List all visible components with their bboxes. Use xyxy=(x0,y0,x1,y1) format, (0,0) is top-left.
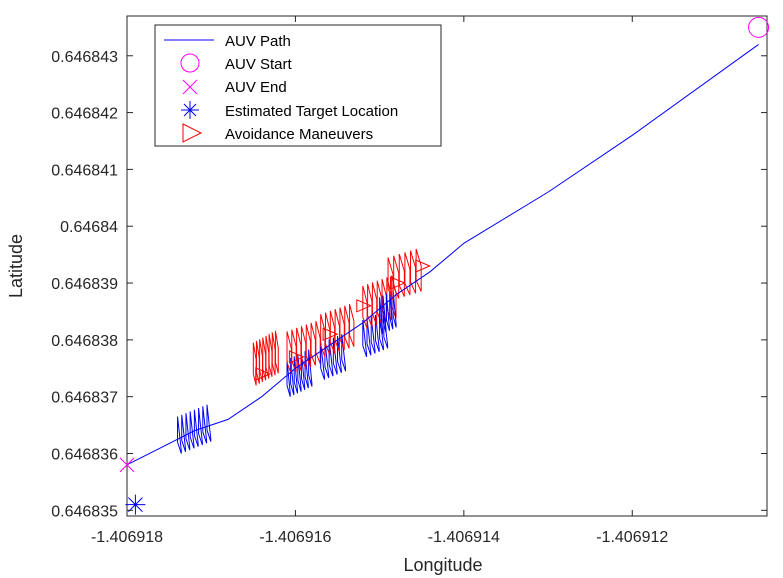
x-tick-label: -1.406914 xyxy=(428,529,500,546)
path-zigzag xyxy=(383,311,389,349)
auv-start-marker xyxy=(748,16,770,38)
legend-label-target: Estimated Target Location xyxy=(225,103,398,120)
path-zigzag xyxy=(290,357,295,396)
x-axis-label: Longitude xyxy=(403,555,482,575)
legend-box xyxy=(154,24,442,147)
y-axis-label: Latitude xyxy=(6,234,26,298)
legend-label-path: AUV Path xyxy=(225,33,291,50)
y-tick-label: 0.646839 xyxy=(51,276,118,293)
path-zigzag xyxy=(206,404,212,442)
path-zigzag xyxy=(286,359,291,397)
path-zigzag xyxy=(177,416,182,454)
path-zigzag xyxy=(304,351,309,389)
path-zigzag xyxy=(293,356,298,394)
y-tick-label: 0.646843 xyxy=(51,49,118,66)
path-zigzag xyxy=(185,413,191,451)
avoidance-marker xyxy=(255,367,272,381)
path-zigzag xyxy=(202,406,208,444)
y-tick-label: 0.64684 xyxy=(60,219,118,236)
y-tick-label: 0.646841 xyxy=(51,162,118,179)
y-tick-label: 0.646837 xyxy=(51,390,118,407)
target-location-marker xyxy=(125,494,146,515)
avoidance-zigzag xyxy=(398,253,405,297)
path-zigzag xyxy=(374,314,380,352)
path-zigzag xyxy=(328,339,334,377)
path-zigzag xyxy=(332,337,338,375)
avoidance-marker xyxy=(356,299,373,313)
path-zigzag xyxy=(308,349,313,387)
path-zigzag xyxy=(362,319,368,358)
path-zigzag xyxy=(198,407,203,446)
x-tick-label: -1.406918 xyxy=(91,529,163,546)
path-zigzag xyxy=(337,335,342,373)
axes-layer: -1.406918 -1.406916 -1.406914 -1.406912 0.64… xyxy=(51,16,767,546)
avoidance-marker xyxy=(389,276,406,290)
legend-start-swatch xyxy=(180,53,200,73)
x-tick-label: -1.406916 xyxy=(259,529,331,546)
avoidance-zigzag xyxy=(387,257,394,301)
legend-target-swatch xyxy=(181,101,199,119)
avoidance-zigzag xyxy=(274,330,279,374)
legend: AUV Path AUV Start AUV End Estimated Tar… xyxy=(154,24,442,147)
x-tick-label: -1.406912 xyxy=(596,529,668,546)
path-zigzag xyxy=(193,409,199,447)
auv-path-line xyxy=(126,44,759,466)
legend-label-start: AUV Start xyxy=(225,56,293,73)
legend-label-avoid: Avoidance Maneuvers xyxy=(225,126,373,143)
legend-label-end: AUV End xyxy=(225,79,287,96)
avoidance-zigzag xyxy=(404,252,411,296)
y-tick-label: 0.646838 xyxy=(51,333,118,350)
path-zigzag xyxy=(382,295,387,333)
legend-avoid-swatch xyxy=(182,123,203,143)
legend-end-swatch xyxy=(182,79,198,95)
path-zigzag xyxy=(189,411,195,449)
path-zigzag xyxy=(181,414,187,452)
y-tick-label: 0.646842 xyxy=(51,106,118,123)
avoidance-zigzag xyxy=(349,303,355,347)
avoidance-marker xyxy=(322,327,339,341)
avoidance-zigzag xyxy=(415,248,422,292)
auv-end-marker xyxy=(119,457,135,473)
data-layer xyxy=(119,16,770,515)
avoidance-marker xyxy=(415,259,432,273)
y-tick-label: 0.646835 xyxy=(51,503,118,520)
y-tick-label: 0.646836 xyxy=(51,447,118,464)
path-zigzag xyxy=(379,297,384,335)
avoidance-marker xyxy=(288,350,305,364)
